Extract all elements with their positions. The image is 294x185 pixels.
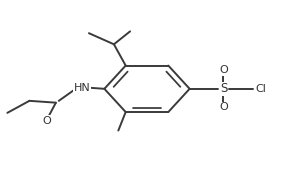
Text: HN: HN (74, 83, 91, 93)
Text: S: S (220, 82, 227, 95)
Text: O: O (219, 102, 228, 112)
Text: O: O (219, 65, 228, 75)
Text: Cl: Cl (256, 84, 266, 94)
Text: O: O (43, 116, 51, 126)
